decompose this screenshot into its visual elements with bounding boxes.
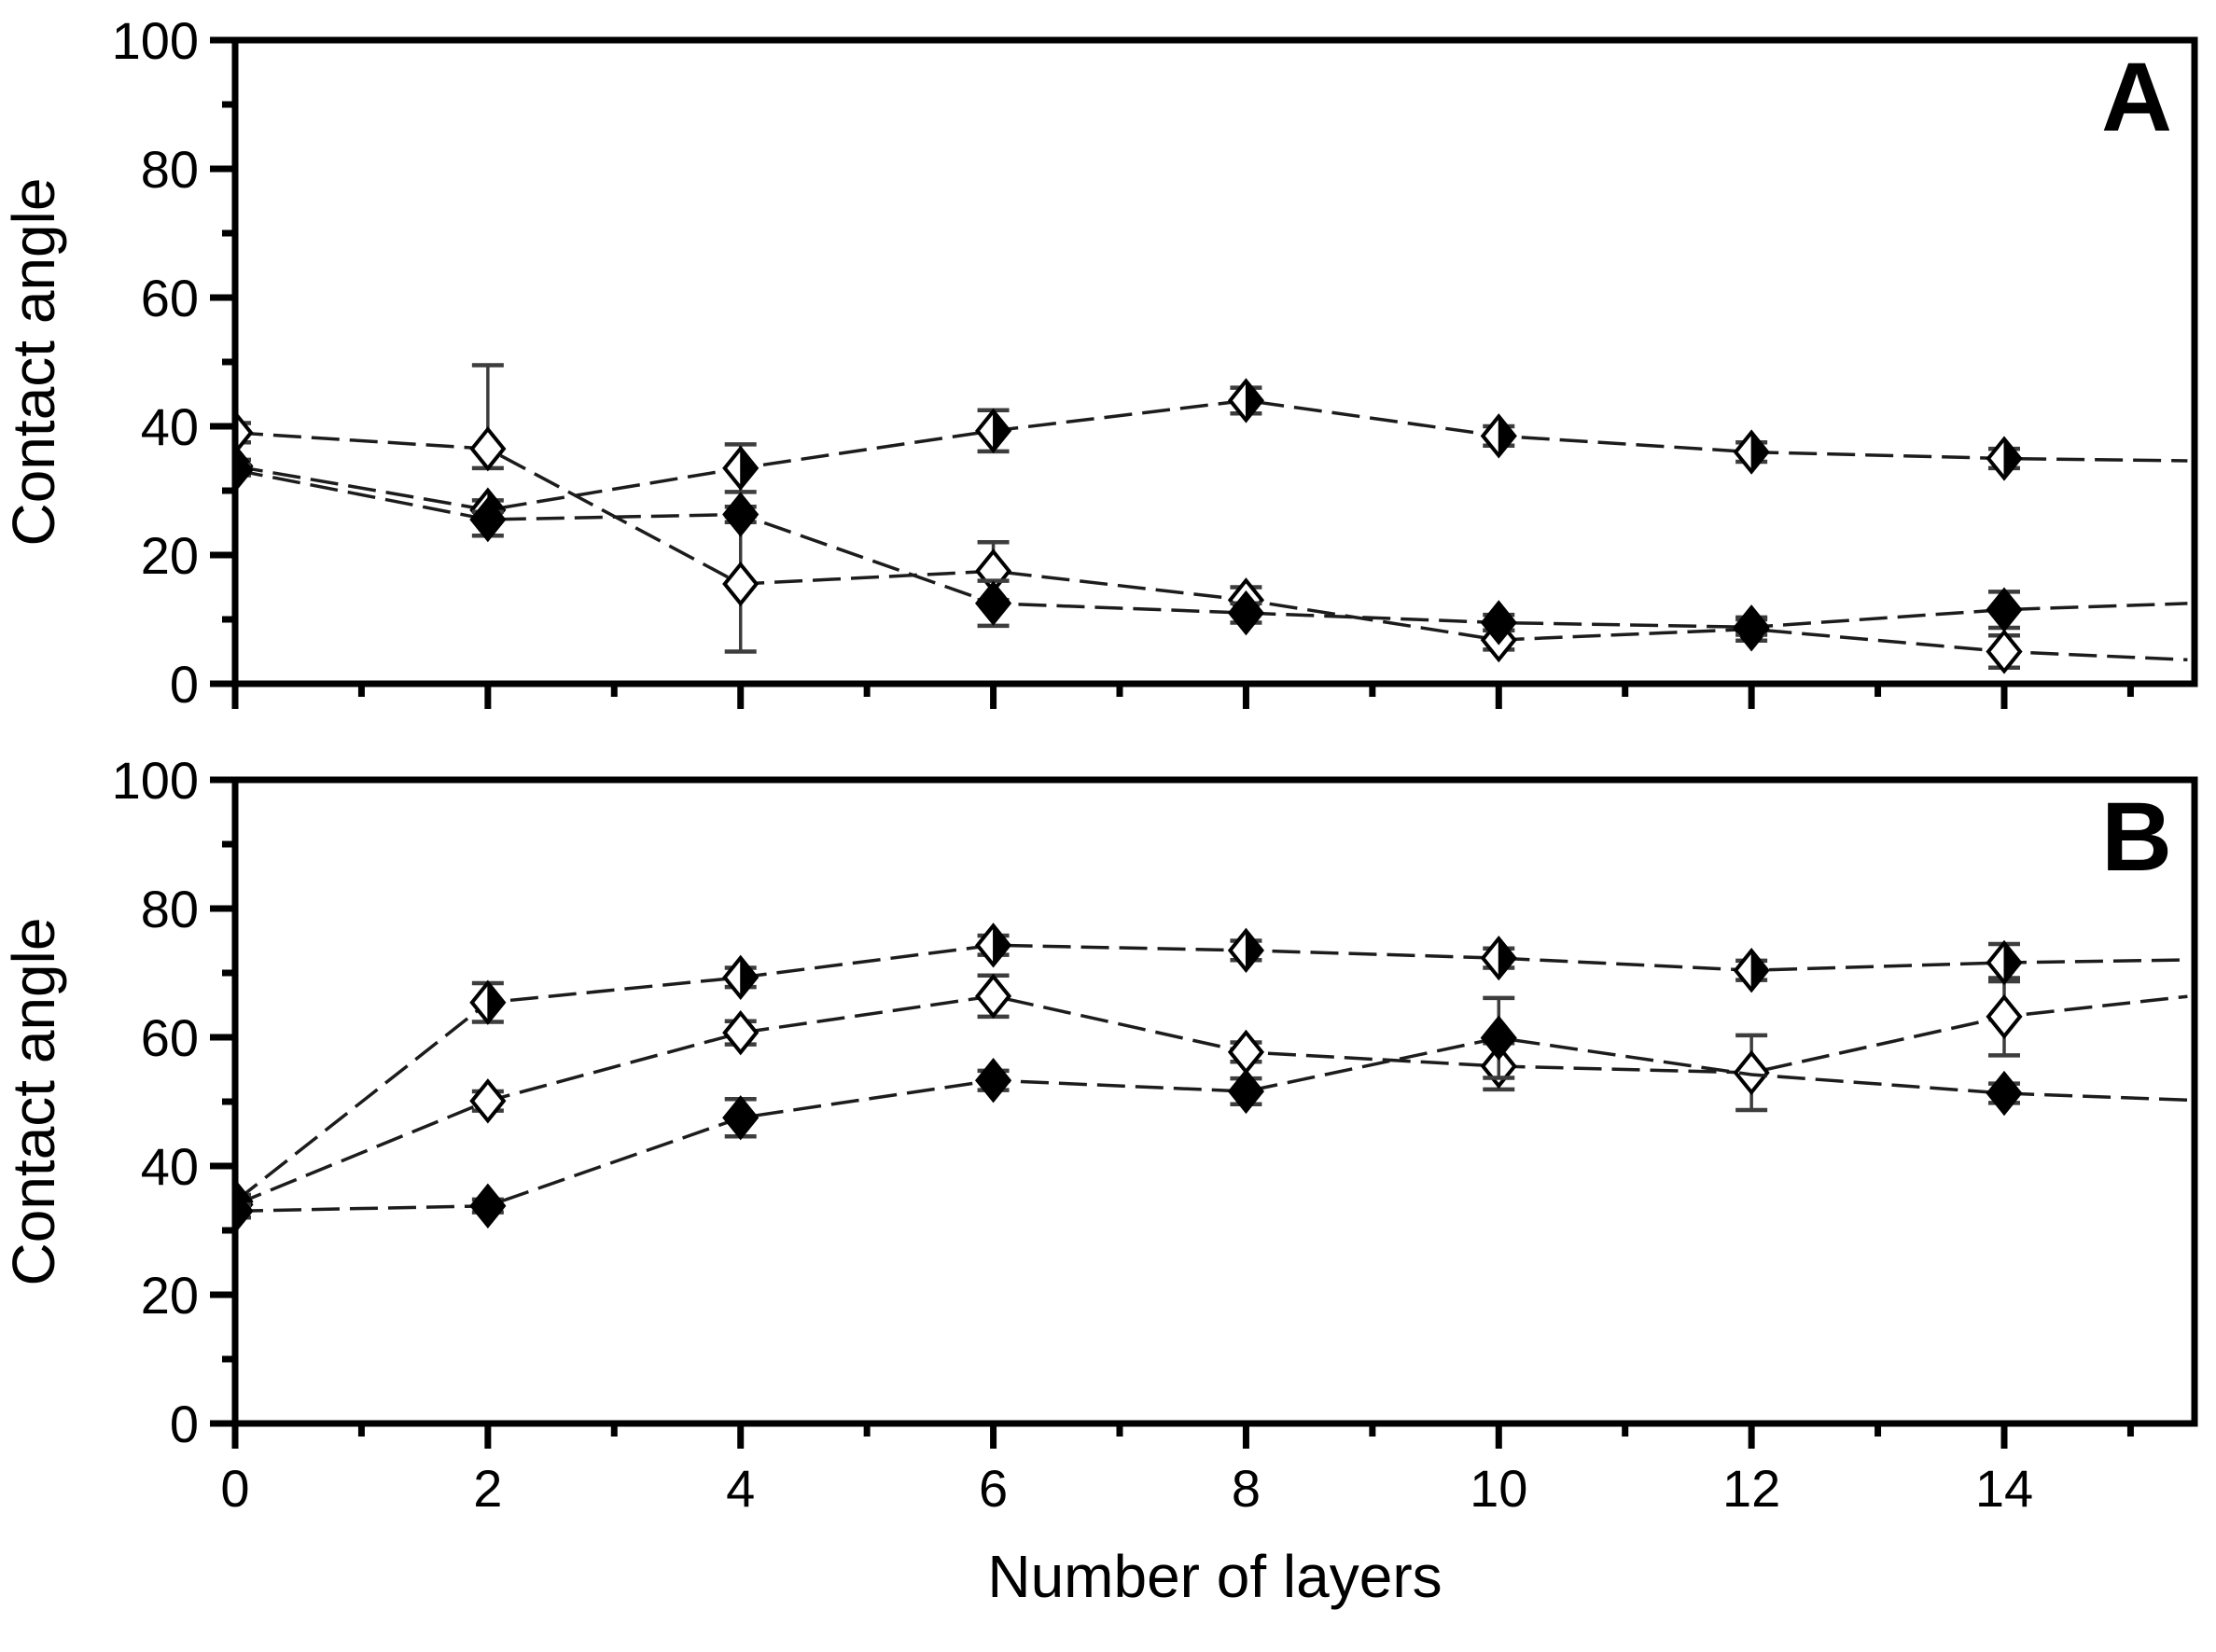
panel-B: 0 20 40 60 80 100 0 2 4 6 8 10 12 14 Contact angle B xyxy=(0,751,2198,1518)
y-tick-label: 100 xyxy=(112,751,199,810)
y-tick-label: 40 xyxy=(141,1137,199,1196)
y-tick-label: 20 xyxy=(141,1266,199,1325)
y-tick-label: 40 xyxy=(141,397,199,456)
x-tick-label: 6 xyxy=(979,1459,1008,1518)
panel-B-data xyxy=(235,923,2188,1234)
y-tick-label: 80 xyxy=(141,140,199,199)
y-tick-label: 60 xyxy=(141,269,199,327)
half-filled-diamond-marker xyxy=(974,923,1012,968)
half-filled-diamond-marker xyxy=(1480,935,1517,981)
y-tick-label: 60 xyxy=(141,1008,199,1067)
x-axis-label: Number of layers xyxy=(987,1543,1442,1610)
x-tick-label: 0 xyxy=(220,1459,249,1518)
y-tick-label: 0 xyxy=(170,655,199,714)
half-filled-diamond-marker xyxy=(1986,436,2023,481)
y-tick-label: 0 xyxy=(170,1395,199,1453)
panel-letter-B: B xyxy=(2101,783,2172,892)
filled-diamond-marker xyxy=(469,496,507,543)
y-tick-label: 20 xyxy=(141,526,199,585)
open-diamond-marker xyxy=(1986,993,2023,1040)
panel-B-border xyxy=(231,776,2198,1427)
series-filled-diamond xyxy=(235,447,2188,650)
x-tick-label: 2 xyxy=(473,1459,502,1518)
half-filled-diamond-marker xyxy=(1480,413,1517,459)
filled-diamond-marker xyxy=(1227,590,1265,636)
series-line-filled-diamond xyxy=(235,1035,2188,1214)
series-half-filled-diamond xyxy=(235,923,2188,1225)
open-diamond-marker xyxy=(1733,1049,1770,1096)
filled-diamond-marker xyxy=(1733,604,1770,650)
half-filled-diamond-marker xyxy=(1227,927,1265,974)
panel-A-border xyxy=(231,36,2198,687)
half-filled-diamond-marker xyxy=(1733,429,1770,475)
filled-diamond-marker xyxy=(974,580,1012,626)
half-filled-diamond-marker xyxy=(974,408,1012,454)
filled-diamond-marker xyxy=(722,492,760,537)
panel-letter-A: A xyxy=(2101,43,2172,152)
filled-diamond-marker xyxy=(1480,600,1517,646)
open-diamond-marker xyxy=(1986,629,2023,674)
open-diamond-marker xyxy=(235,410,254,456)
half-filled-diamond-marker xyxy=(722,954,760,1001)
open-diamond-marker xyxy=(469,425,507,472)
open-diamond-marker xyxy=(1227,1029,1265,1076)
x-tick-label: 12 xyxy=(1722,1459,1780,1518)
open-diamond-marker xyxy=(722,561,760,607)
half-filled-diamond-marker xyxy=(722,445,760,492)
x-tick-label: 4 xyxy=(726,1459,755,1518)
half-filled-diamond-marker xyxy=(1733,948,1770,993)
open-diamond-marker xyxy=(974,973,1012,1020)
open-diamond-marker xyxy=(469,1078,507,1124)
error-bar xyxy=(235,421,251,445)
series-line-open-diamond xyxy=(235,431,2188,662)
x-tick-label: 10 xyxy=(1470,1459,1527,1518)
filled-diamond-marker xyxy=(235,1188,254,1234)
filled-diamond-marker xyxy=(1480,1015,1517,1061)
series-open-diamond xyxy=(235,973,2188,1228)
y-axis-label-A: Contact angle xyxy=(0,178,67,547)
open-diamond-marker xyxy=(722,1009,760,1056)
panel-A: 0 20 40 60 80 100 Contact angle A xyxy=(0,11,2198,714)
x-tick-label: 14 xyxy=(1975,1459,2033,1518)
series-line-half-filled-diamond xyxy=(235,943,2188,1203)
filled-diamond-marker xyxy=(1986,587,2023,632)
filled-diamond-marker xyxy=(469,1183,507,1229)
filled-diamond-marker xyxy=(235,447,254,493)
half-filled-diamond-marker xyxy=(469,979,507,1025)
series-line-open-diamond xyxy=(235,994,2188,1207)
filled-diamond-marker xyxy=(974,1058,1012,1104)
y-tick-label: 100 xyxy=(112,11,199,70)
x-tick-label: 8 xyxy=(1232,1459,1261,1518)
y-tick-label: 80 xyxy=(141,880,199,938)
half-filled-diamond-marker xyxy=(1986,939,2023,986)
series-line-filled-diamond xyxy=(235,468,2188,630)
filled-diamond-marker xyxy=(722,1095,760,1141)
series-line-half-filled-diamond xyxy=(235,398,2188,512)
y-axis-label-B: Contact angle xyxy=(0,918,67,1286)
filled-diamond-marker xyxy=(1227,1068,1265,1115)
panel-A-data xyxy=(235,363,2188,674)
series-half-filled-diamond xyxy=(235,378,2188,533)
series-filled-diamond xyxy=(235,995,2188,1234)
filled-diamond-marker xyxy=(1986,1070,2023,1117)
half-filled-diamond-marker xyxy=(1227,378,1265,423)
